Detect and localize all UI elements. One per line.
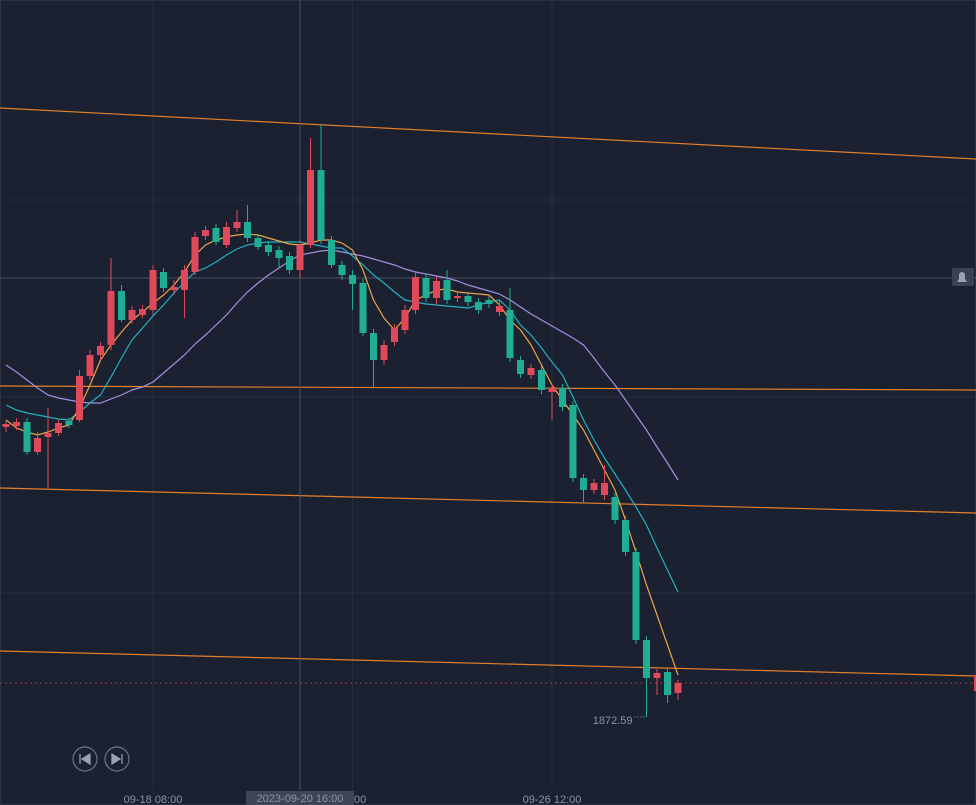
candle-body [139, 309, 146, 315]
candle-body [128, 310, 136, 320]
crosshair-label-box [246, 791, 354, 805]
candle-body [664, 672, 671, 695]
moving-average-line [5, 241, 679, 593]
candle-body [548, 388, 556, 392]
candle-body [223, 227, 230, 245]
candle-body [517, 360, 524, 374]
low-label: 1872.59 [593, 715, 633, 727]
candle-body [380, 345, 388, 360]
trend-line [0, 650, 976, 677]
candle-body [76, 376, 83, 420]
candle-body [286, 256, 293, 270]
candle-body [632, 552, 640, 640]
candle-body [622, 520, 629, 552]
candle-body [643, 640, 650, 678]
candle-body [527, 368, 535, 375]
candle-body [506, 310, 514, 358]
candle-body [107, 291, 115, 345]
candle-body [307, 170, 314, 245]
candle-body [454, 296, 461, 298]
candle-body [97, 346, 104, 355]
crosshair-label: 2023-09-20 16:00 [257, 793, 344, 805]
trend-line [0, 107, 976, 160]
trend-line [0, 385, 976, 391]
candle-body [538, 370, 545, 390]
candle-body [265, 245, 272, 252]
candle-body [496, 306, 503, 312]
candle-body [401, 310, 409, 330]
candle-body [275, 250, 283, 258]
candle-body [590, 483, 598, 490]
candle-body [601, 483, 608, 495]
candle-body [317, 170, 325, 240]
candle-body [212, 228, 220, 242]
candle-body [170, 287, 178, 290]
alert-button[interactable] [952, 268, 974, 286]
candle-body [233, 222, 241, 228]
candle-body [328, 240, 335, 265]
trend-line [0, 487, 976, 514]
candle-body [254, 238, 262, 247]
x-tick-label: 09-26 12:00 [523, 794, 582, 805]
prev-button[interactable] [72, 746, 98, 772]
candle-body [2, 424, 10, 427]
candle-body [23, 422, 31, 452]
candle-body [443, 280, 451, 300]
candle-body [359, 283, 367, 333]
candle-body [475, 302, 482, 310]
candle-body [244, 222, 251, 238]
candle-body [485, 300, 493, 304]
candle-body [611, 497, 619, 520]
candle-body [412, 277, 419, 310]
candle-body [34, 438, 41, 452]
candle-body [391, 328, 398, 342]
candle-body [118, 291, 125, 320]
x-tick-label: 09-18 08:00 [124, 794, 183, 805]
candle-body [149, 270, 157, 310]
last-price-marker [974, 675, 976, 691]
candle-body [13, 422, 20, 426]
candle-body [181, 270, 188, 290]
candle-body [86, 355, 94, 376]
candle-body [559, 388, 566, 407]
candle-body [160, 272, 167, 288]
moving-average-line [5, 249, 679, 481]
candle-body [44, 433, 52, 437]
candle-body [674, 683, 682, 693]
candle-body [191, 237, 199, 272]
candle-body [433, 281, 440, 298]
playback-controls [72, 746, 130, 772]
next-button[interactable] [104, 746, 130, 772]
candle-body [296, 245, 304, 270]
candle-body [422, 278, 430, 298]
candle-body [370, 333, 377, 360]
candle-body [580, 478, 587, 490]
candle-body [653, 673, 661, 678]
candle-body [65, 421, 73, 425]
candle-body [569, 405, 577, 478]
candle-body [202, 230, 209, 236]
candle-body [349, 275, 356, 284]
candle-body [464, 296, 472, 302]
candle-body [55, 423, 62, 433]
candle-body [338, 265, 346, 275]
